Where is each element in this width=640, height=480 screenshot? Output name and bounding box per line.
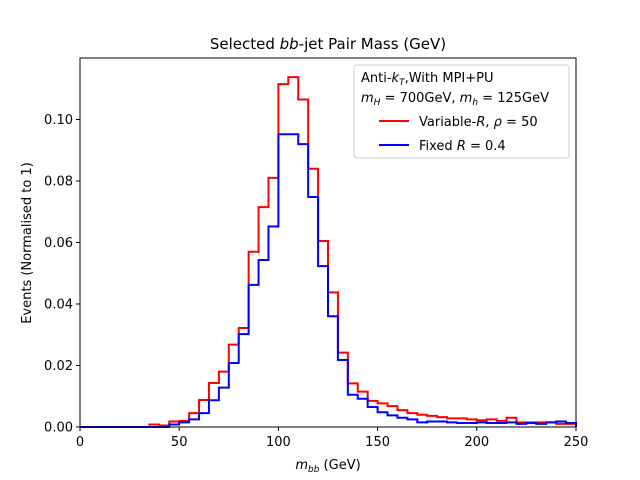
series-fixed-r-step	[80, 133, 577, 428]
x-tick-label: 0	[76, 435, 84, 450]
x-axis-label: mbb (GeV)	[295, 458, 360, 475]
y-tick-label: 0.08	[44, 175, 73, 190]
x-tick-label: 50	[171, 435, 188, 450]
x-tick-label: 100	[266, 435, 291, 450]
legend-header-line-2: mH = 700GeV, mh = 125GeV	[361, 91, 549, 108]
y-tick-label: 0.02	[44, 359, 73, 374]
series-group	[80, 76, 577, 428]
y-tick-label: 0.10	[44, 113, 73, 128]
legend-header-line-1: Anti-kT,With MPI+PU	[361, 71, 494, 88]
y-tick-label: 0.04	[44, 298, 73, 313]
series-variable-r-step	[80, 76, 577, 428]
plot-frame	[79, 57, 577, 428]
x-tick-label: 250	[564, 435, 589, 450]
x-tick-label: 150	[365, 435, 390, 450]
chart-title: Selected bb-jet Pair Mass (GeV)	[210, 35, 446, 53]
legend-label-variable-r: Variable-R, ρ = 50	[419, 115, 538, 130]
y-tick-label: 0.00	[44, 421, 73, 436]
axis-ticks: 0 50 100 150 200 250 0.00 0.02 0.04 0.06 0.08 0.10	[44, 113, 588, 450]
y-tick-label: 0.06	[44, 236, 73, 251]
legend: Anti-kT,With MPI+PU mH = 700GeV, mh = 12…	[353, 64, 570, 159]
legend-label-fixed-r: Fixed R = 0.4	[419, 139, 506, 154]
chart-title-prefix: Selected	[210, 35, 280, 53]
x-tick-label: 200	[464, 435, 489, 450]
chart-title-suffix: -jet Pair Mass (GeV)	[299, 35, 446, 53]
y-axis-label: Events (Normalised to 1)	[20, 162, 35, 324]
chart-title-italic: bb	[280, 35, 299, 53]
legend-box	[353, 64, 570, 159]
